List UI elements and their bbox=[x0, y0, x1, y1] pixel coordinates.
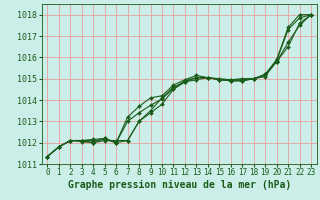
X-axis label: Graphe pression niveau de la mer (hPa): Graphe pression niveau de la mer (hPa) bbox=[68, 180, 291, 190]
